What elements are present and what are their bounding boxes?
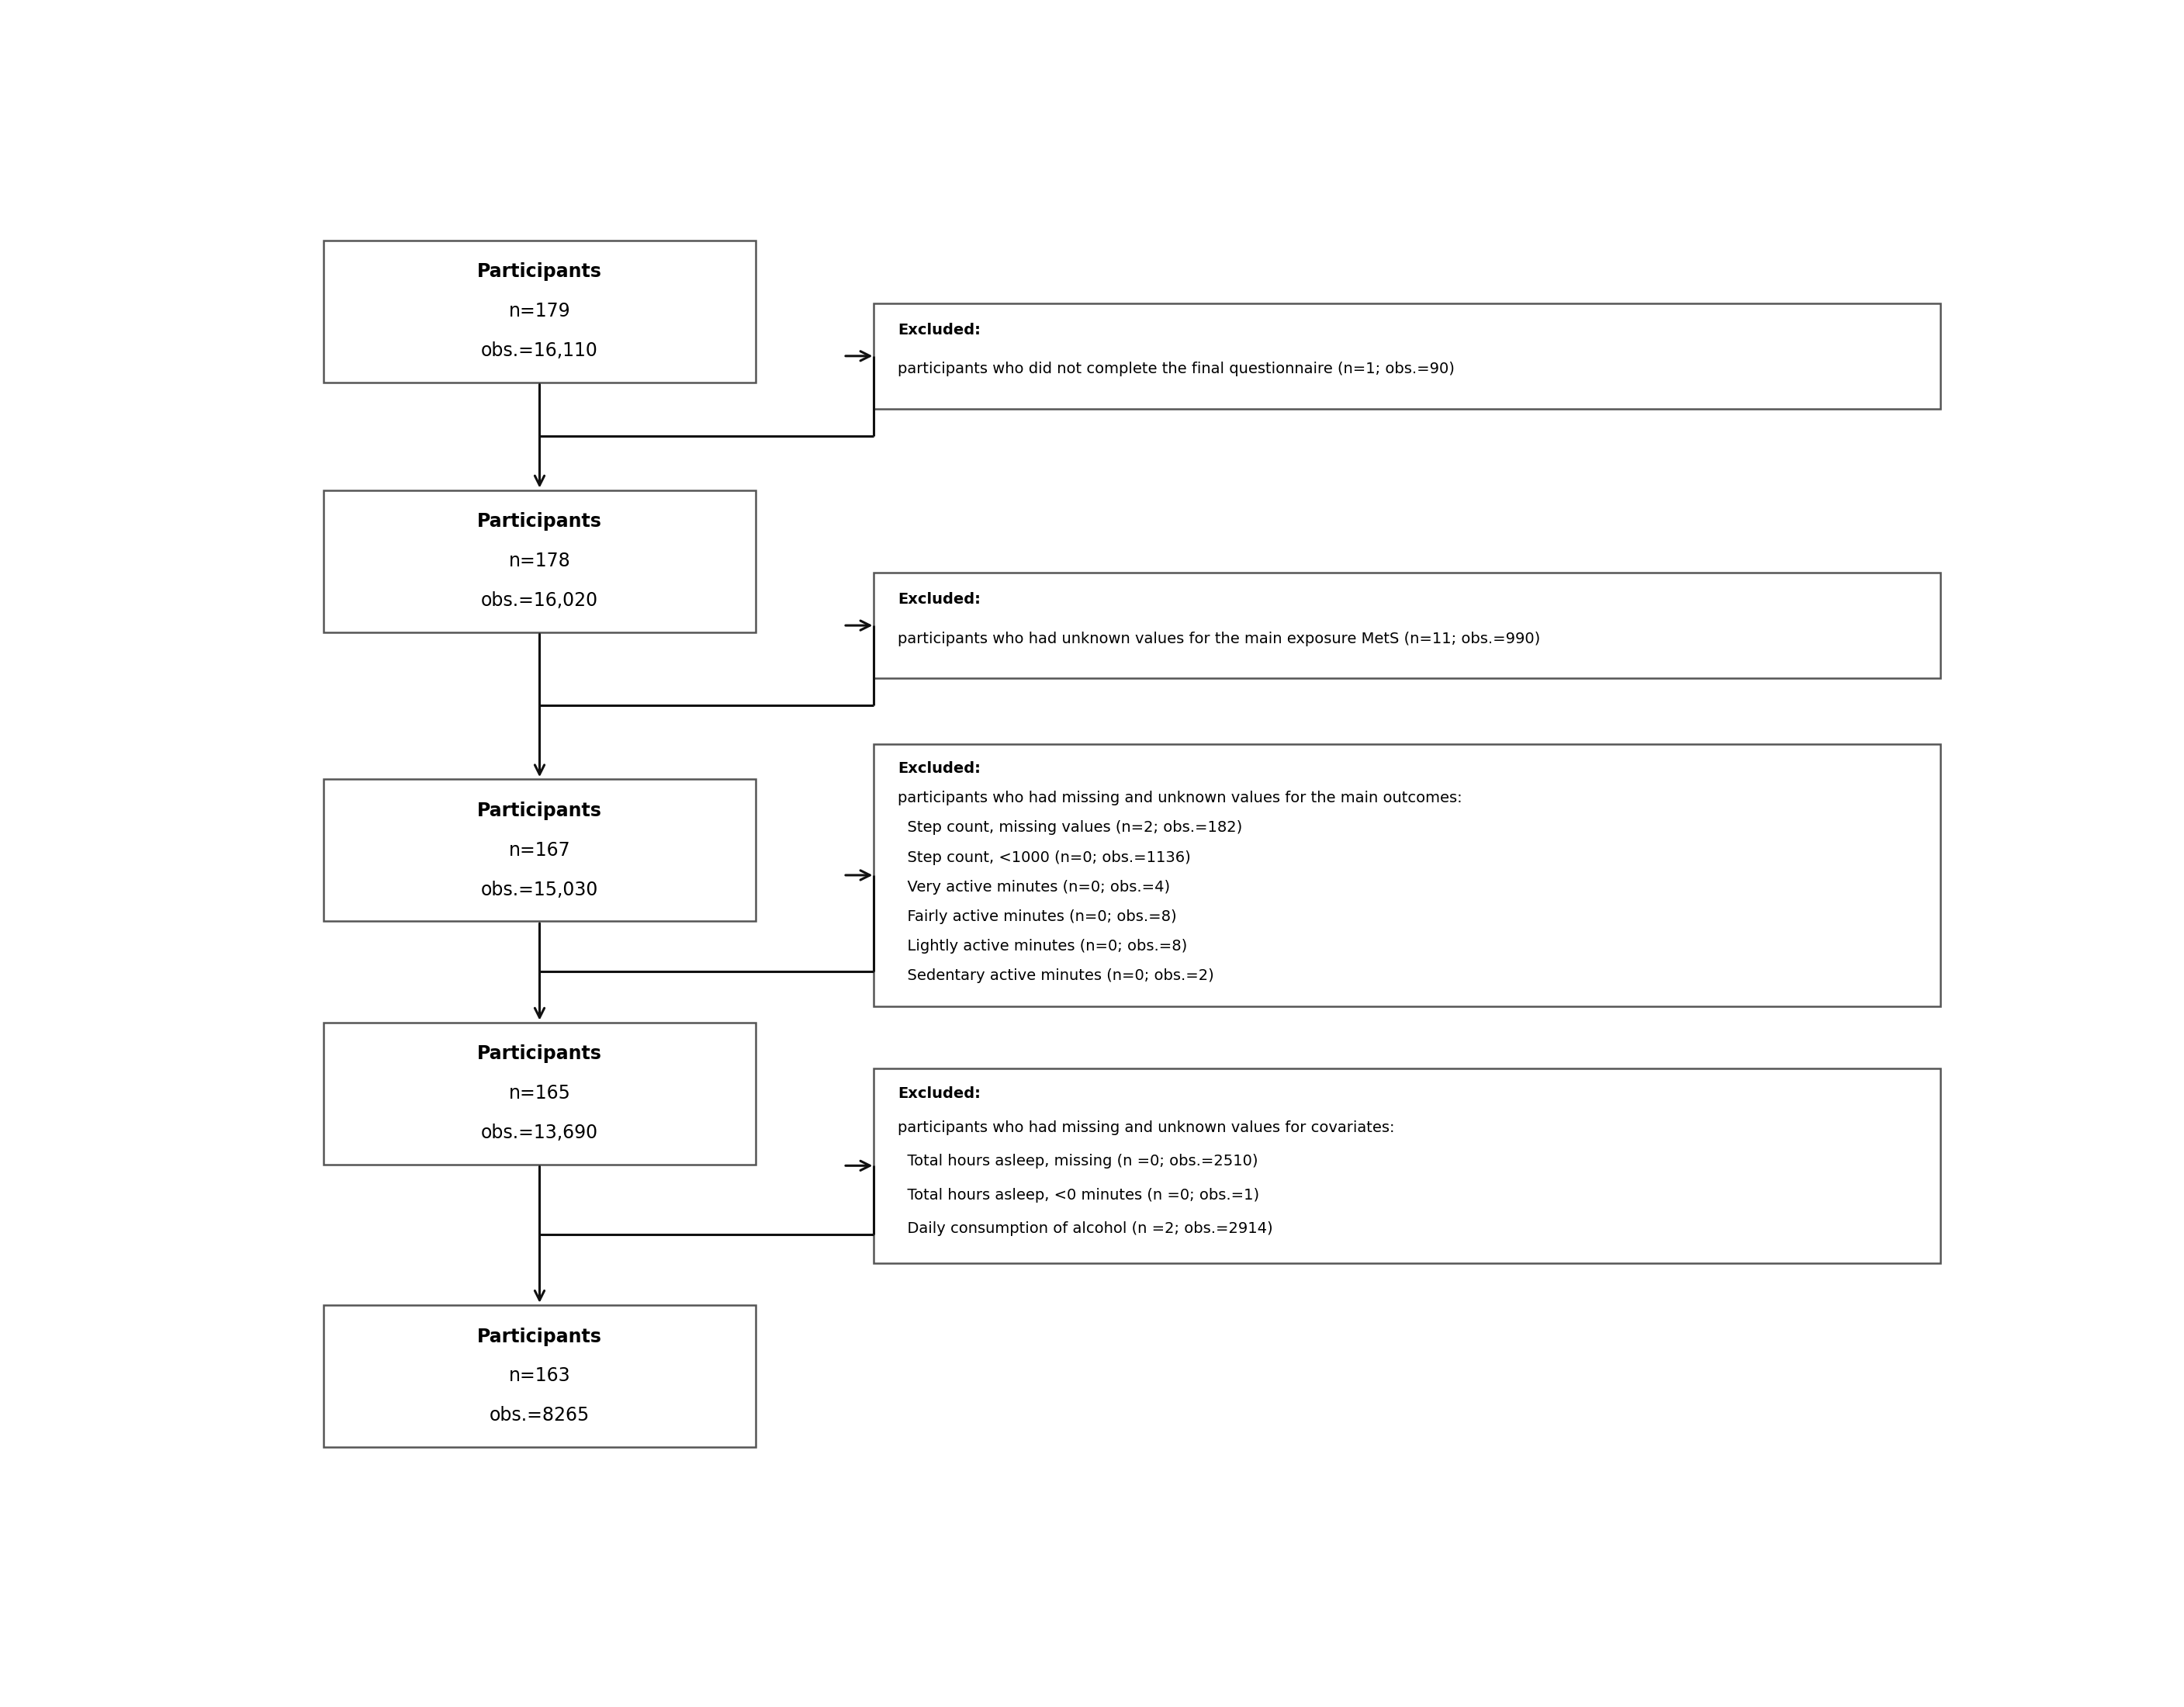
Text: Participants: Participants — [476, 1045, 603, 1063]
Text: Very active minutes (n=0; obs.=4): Very active minutes (n=0; obs.=4) — [898, 879, 1171, 894]
Text: obs.=16,020: obs.=16,020 — [480, 591, 598, 609]
Text: Excluded:: Excluded: — [898, 1087, 981, 1101]
Text: n=163: n=163 — [509, 1367, 570, 1386]
FancyBboxPatch shape — [874, 304, 1939, 408]
FancyBboxPatch shape — [874, 574, 1939, 678]
Text: obs.=13,690: obs.=13,690 — [480, 1123, 598, 1142]
Text: Total hours asleep, <0 minutes (n =0; obs.=1): Total hours asleep, <0 minutes (n =0; ob… — [898, 1188, 1260, 1202]
Text: obs.=8265: obs.=8265 — [489, 1407, 590, 1425]
Text: participants who had missing and unknown values for covariates:: participants who had missing and unknown… — [898, 1120, 1396, 1135]
Text: obs.=15,030: obs.=15,030 — [480, 881, 598, 900]
Text: Step count, <1000 (n=0; obs.=1136): Step count, <1000 (n=0; obs.=1136) — [898, 850, 1190, 865]
Text: Fairly active minutes (n=0; obs.=8): Fairly active minutes (n=0; obs.=8) — [898, 910, 1177, 923]
Text: participants who did not complete the final questionnaire (n=1; obs.=90): participants who did not complete the fi… — [898, 362, 1455, 377]
FancyBboxPatch shape — [323, 490, 756, 632]
FancyBboxPatch shape — [874, 744, 1939, 1007]
Text: Excluded:: Excluded: — [898, 592, 981, 606]
Text: Sedentary active minutes (n=0; obs.=2): Sedentary active minutes (n=0; obs.=2) — [898, 968, 1214, 983]
FancyBboxPatch shape — [323, 241, 756, 382]
Text: Daily consumption of alcohol (n =2; obs.=2914): Daily consumption of alcohol (n =2; obs.… — [898, 1221, 1273, 1236]
Text: participants who had missing and unknown values for the main outcomes:: participants who had missing and unknown… — [898, 790, 1461, 806]
Text: n=167: n=167 — [509, 842, 570, 860]
Text: n=179: n=179 — [509, 302, 570, 321]
Text: Participants: Participants — [476, 802, 603, 819]
FancyBboxPatch shape — [874, 1069, 1939, 1263]
Text: Step count, missing values (n=2; obs.=182): Step count, missing values (n=2; obs.=18… — [898, 821, 1243, 835]
Text: participants who had unknown values for the main exposure MetS (n=11; obs.=990): participants who had unknown values for … — [898, 632, 1540, 647]
Text: Participants: Participants — [476, 512, 603, 531]
Text: Participants: Participants — [476, 1328, 603, 1345]
Text: Excluded:: Excluded: — [898, 761, 981, 777]
Text: Total hours asleep, missing (n =0; obs.=2510): Total hours asleep, missing (n =0; obs.=… — [898, 1154, 1258, 1169]
Text: n=165: n=165 — [509, 1084, 570, 1103]
Text: Excluded:: Excluded: — [898, 323, 981, 338]
Text: n=178: n=178 — [509, 551, 570, 570]
Text: Lightly active minutes (n=0; obs.=8): Lightly active minutes (n=0; obs.=8) — [898, 939, 1188, 954]
Text: obs.=16,110: obs.=16,110 — [480, 341, 598, 360]
FancyBboxPatch shape — [323, 778, 756, 922]
FancyBboxPatch shape — [323, 1304, 756, 1448]
Text: Participants: Participants — [476, 263, 603, 282]
FancyBboxPatch shape — [323, 1022, 756, 1164]
